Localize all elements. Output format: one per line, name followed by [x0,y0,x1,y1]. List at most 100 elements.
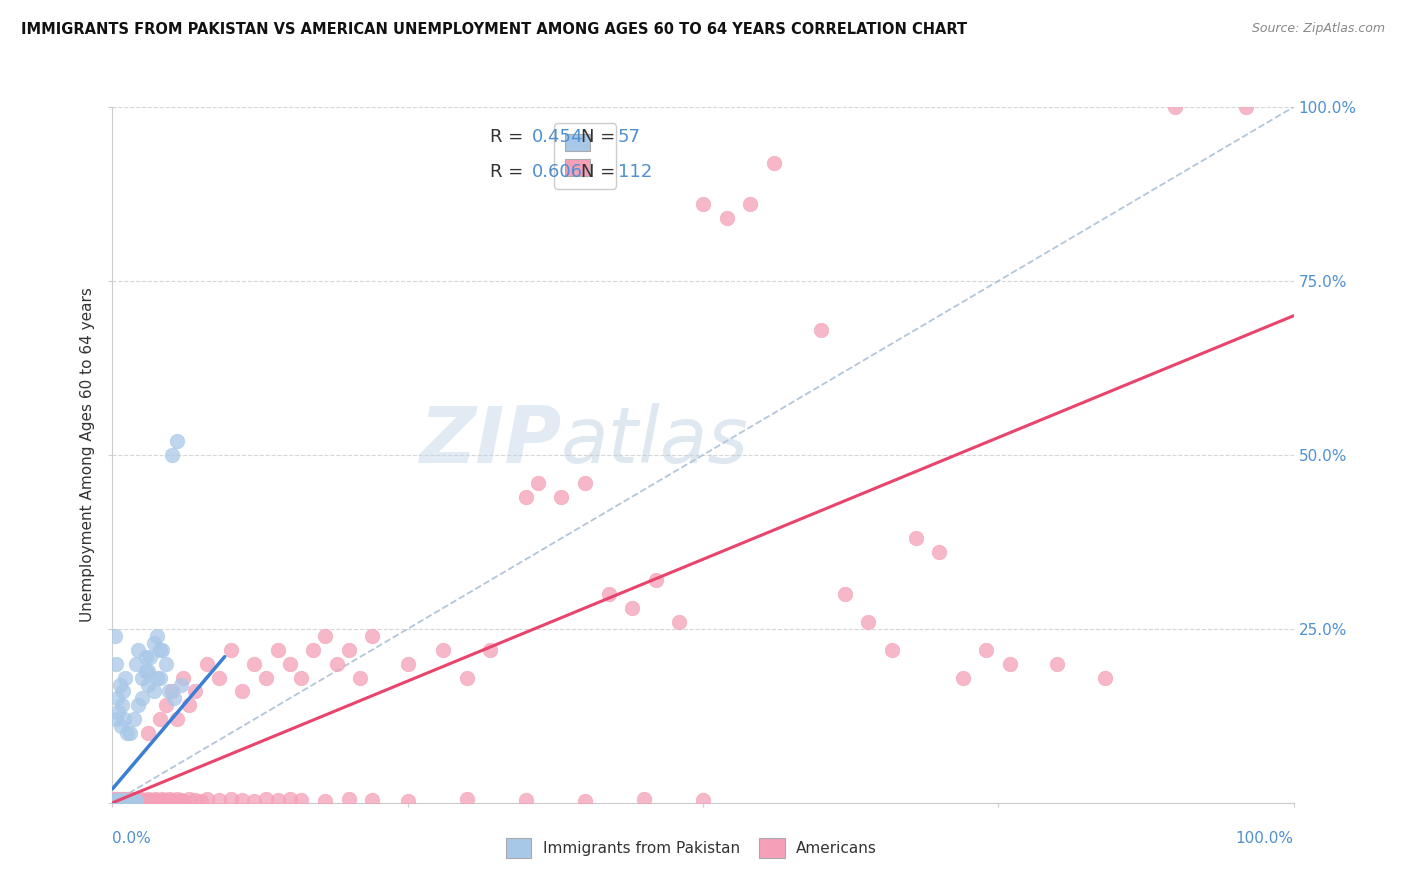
Point [337,792,360,806]
Point [104,793,127,807]
Point [142,794,165,808]
Point [314,794,336,808]
Point [122,794,145,808]
Point [172,671,194,685]
Point [479,642,502,657]
Point [326,657,349,671]
Point [146,629,169,643]
Point [127,794,149,808]
Point [184,684,207,698]
Point [163,691,186,706]
Point [160,448,183,462]
Point [142,684,165,698]
Point [179,698,201,713]
Point [105,793,128,807]
Point [254,792,277,806]
Point [160,684,183,698]
Legend: , : , [554,123,616,188]
Point [112,794,135,808]
Point [110,793,132,807]
Point [243,657,266,671]
Point [170,677,193,691]
Point [143,792,166,806]
Point [120,793,142,807]
Point [160,793,183,807]
Point [105,691,128,706]
Text: IMMIGRANTS FROM PAKISTAN VS AMERICAN UNEMPLOYMENT AMONG AGES 60 TO 64 YEARS CORR: IMMIGRANTS FROM PAKISTAN VS AMERICAN UNE… [21,22,967,37]
Text: 0.606: 0.606 [531,162,582,181]
Point [150,792,173,806]
Point [121,793,143,807]
Point [166,712,188,726]
Point [129,792,152,806]
Point [574,475,596,490]
Point [111,793,134,807]
Point [157,684,180,698]
Point [135,794,157,808]
Point [112,794,135,808]
Point [112,712,135,726]
Point [208,793,231,807]
Text: N =: N = [581,162,616,181]
Point [156,794,179,808]
Point [644,573,666,587]
Point [810,323,832,337]
Text: 0.0%: 0.0% [112,830,152,846]
Point [120,794,142,808]
Point [952,671,974,685]
Point [149,642,172,657]
Point [132,793,155,807]
Point [125,793,148,807]
Point [112,792,135,806]
Point [396,794,419,808]
Point [526,475,548,490]
Point [131,691,153,706]
Text: R =: R = [491,128,523,146]
Point [127,698,149,713]
Point [120,792,142,806]
Point [124,792,146,806]
Point [692,197,714,211]
Point [139,793,162,807]
Point [105,794,128,808]
Y-axis label: Unemployment Among Ages 60 to 64 years: Unemployment Among Ages 60 to 64 years [80,287,96,623]
Point [598,587,620,601]
Text: 57: 57 [619,128,641,146]
Text: ZIP: ZIP [419,403,561,479]
Point [361,629,384,643]
FancyBboxPatch shape [506,838,531,858]
Point [124,793,146,807]
Point [337,642,360,657]
Point [762,155,785,169]
Point [834,587,856,601]
Point [267,793,290,807]
Point [107,706,129,720]
Point [136,677,159,691]
Point [149,671,172,685]
Point [120,794,142,808]
Point [1234,100,1257,114]
Point [112,794,135,808]
Point [114,671,136,685]
Text: Source: ZipAtlas.com: Source: ZipAtlas.com [1251,22,1385,36]
Point [515,490,537,504]
Point [153,793,176,807]
Text: N =: N = [581,128,616,146]
Point [120,726,142,740]
Point [166,792,188,806]
Point [146,793,169,807]
Point [574,794,596,808]
Point [314,629,336,643]
Point [111,794,134,808]
Point [118,794,141,808]
Point [135,664,157,678]
FancyBboxPatch shape [759,838,785,858]
Point [928,545,950,559]
Point [139,649,162,664]
Point [115,726,138,740]
Point [190,794,212,808]
Point [633,792,655,806]
Point [150,642,173,657]
Point [231,684,253,698]
Point [121,794,143,808]
